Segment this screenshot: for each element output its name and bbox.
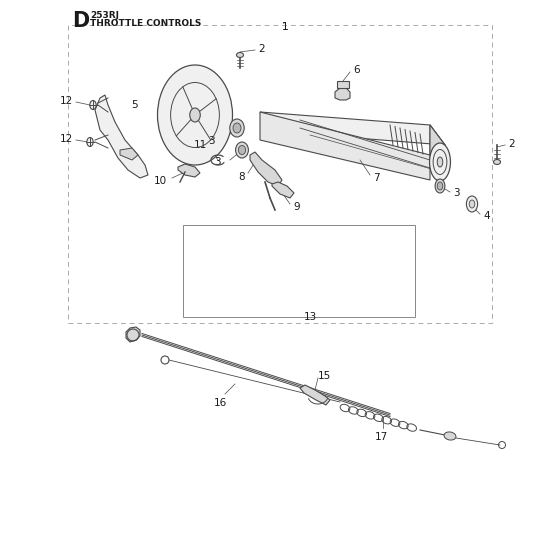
Text: 13: 13 [304,312,316,322]
Ellipse shape [437,157,443,167]
Text: 16: 16 [213,398,227,408]
Text: 10: 10 [154,176,167,186]
Polygon shape [178,164,200,177]
Ellipse shape [87,138,93,147]
Ellipse shape [466,196,478,212]
Text: 8: 8 [239,172,245,182]
Text: 3: 3 [208,136,215,146]
Text: 3: 3 [214,157,221,167]
Ellipse shape [90,100,96,110]
Bar [68,25,492,323]
Polygon shape [126,327,140,342]
Ellipse shape [236,142,249,158]
Polygon shape [250,152,282,186]
Ellipse shape [435,179,445,193]
Polygon shape [260,112,430,180]
Polygon shape [95,95,148,178]
Polygon shape [300,385,330,405]
Ellipse shape [239,146,246,155]
Ellipse shape [230,119,244,137]
Text: THROTTLE CONTROLS: THROTTLE CONTROLS [90,19,202,28]
Text: 4: 4 [483,211,489,221]
Ellipse shape [430,143,450,181]
Text: 253RJ: 253RJ [90,11,119,20]
Text: D: D [72,11,89,31]
Text: 11: 11 [194,140,207,150]
Polygon shape [335,88,350,100]
Polygon shape [337,81,349,88]
Polygon shape [120,148,138,160]
Text: 9: 9 [293,202,300,212]
Text: 2: 2 [508,139,515,149]
Text: 12: 12 [60,134,73,144]
Text: 7: 7 [373,173,380,183]
Text: 1: 1 [282,22,288,32]
Text: 1: 1 [282,22,288,32]
Text: 12: 12 [60,96,73,106]
Ellipse shape [233,123,241,133]
Text: 6: 6 [353,65,360,75]
Ellipse shape [190,108,200,122]
Bar [183,225,415,317]
Polygon shape [260,112,445,145]
Ellipse shape [444,432,456,440]
Text: 15: 15 [318,371,332,381]
Polygon shape [272,182,294,198]
Ellipse shape [493,160,501,165]
Text: 2: 2 [258,44,265,54]
Text: 5: 5 [132,100,138,110]
Ellipse shape [469,200,475,208]
Polygon shape [430,125,445,172]
Ellipse shape [236,53,244,58]
Ellipse shape [157,65,232,165]
Ellipse shape [437,182,443,190]
Polygon shape [430,125,445,172]
Text: 17: 17 [375,432,388,442]
Text: 3: 3 [453,188,460,198]
